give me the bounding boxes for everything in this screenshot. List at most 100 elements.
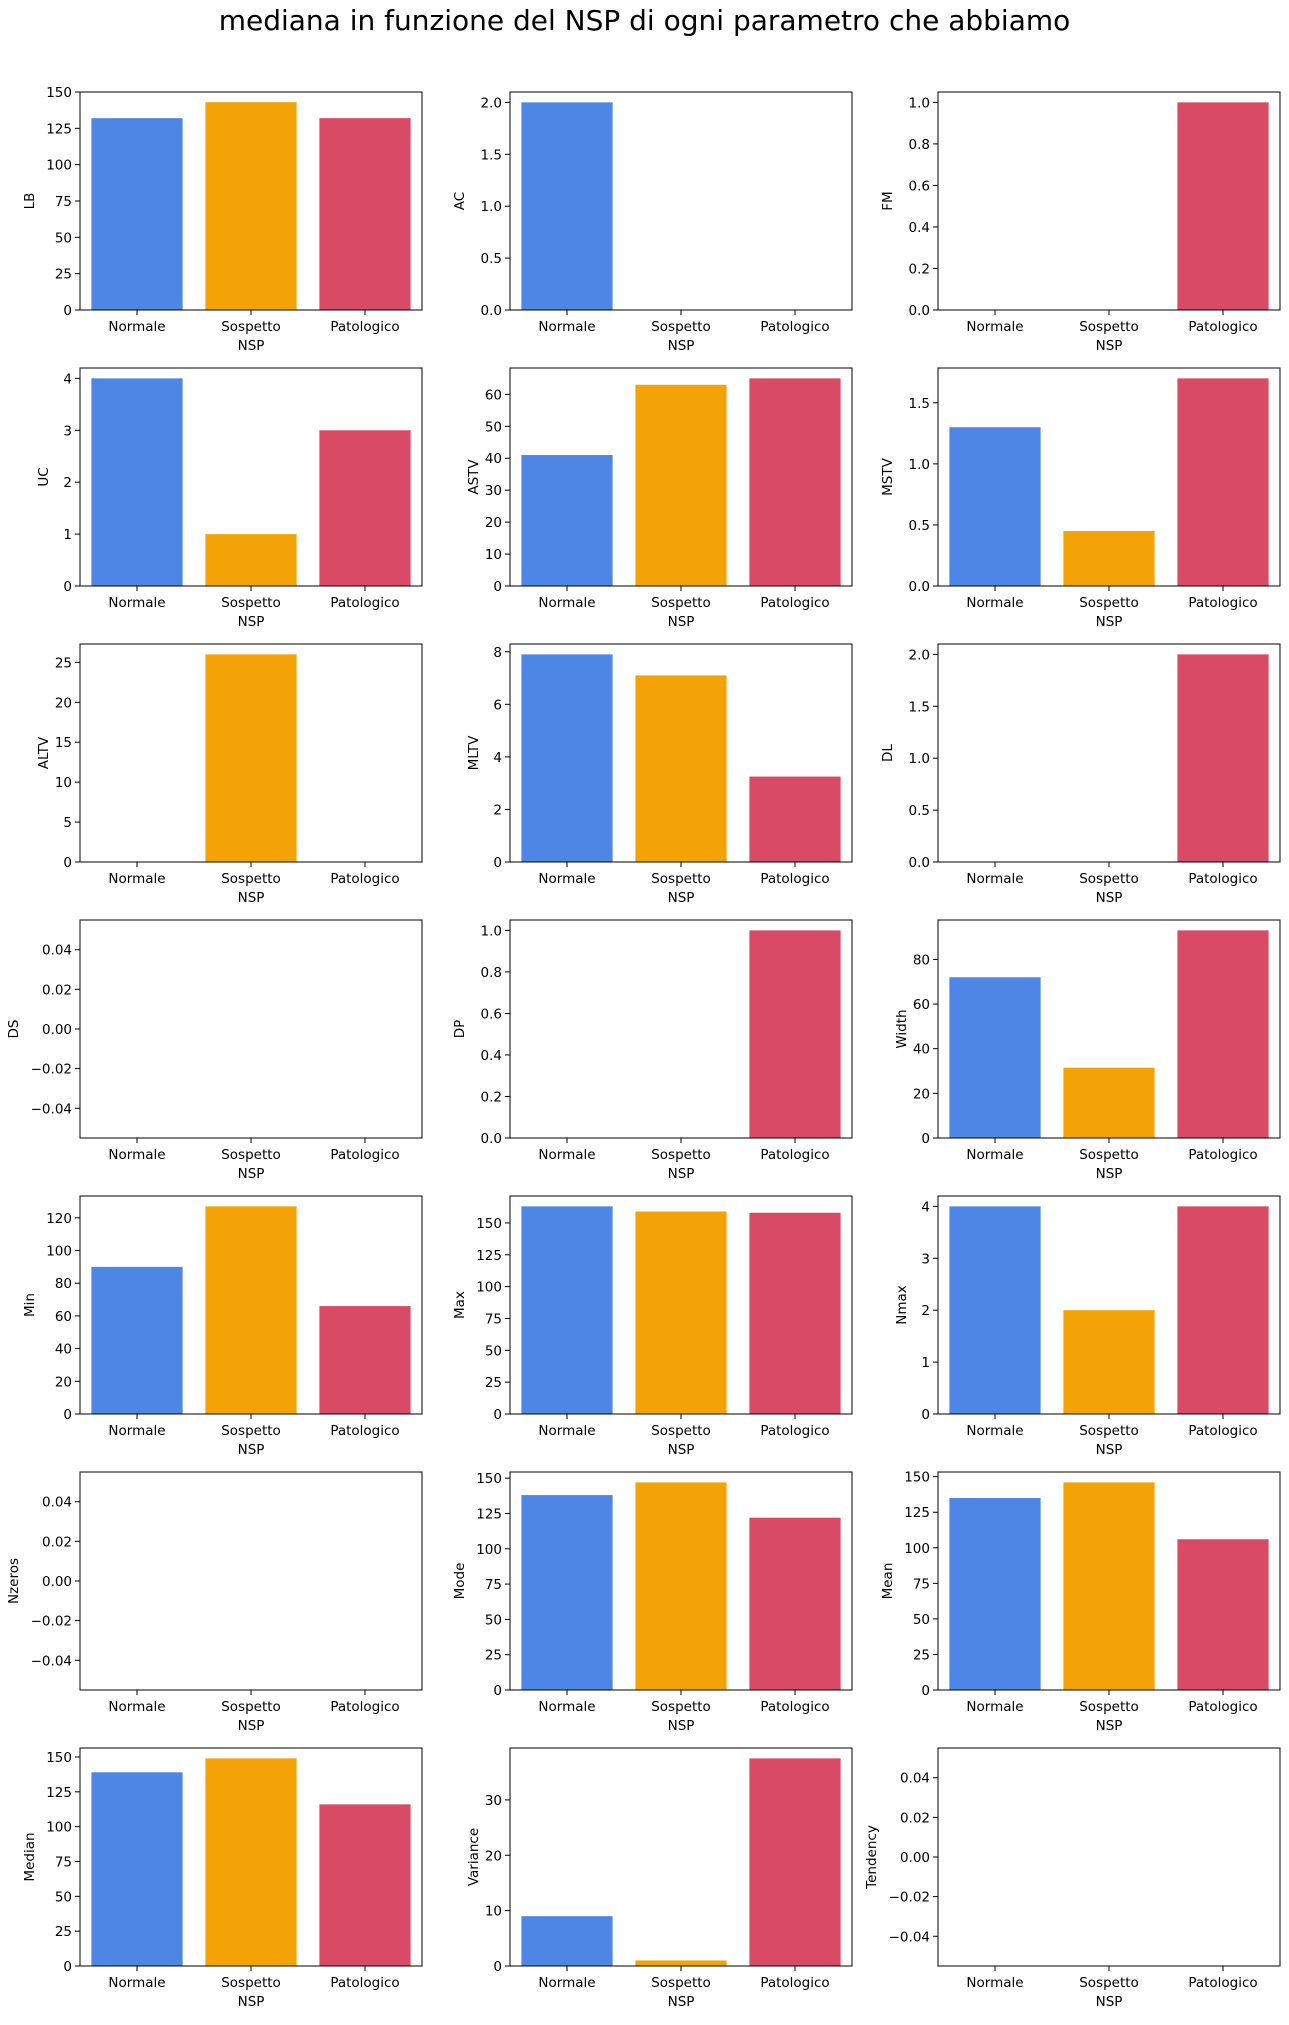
ytick-label: 0.0 [909, 855, 930, 871]
ytick-label: 5 [63, 815, 72, 831]
ytick-label: −0.02 [31, 1062, 72, 1078]
ytick-label: −0.02 [31, 1614, 72, 1630]
ytick-label: 125 [904, 1505, 930, 1521]
subplot-max: 0 25 50 75 100 125 150 Normale Sospetto Patologic… [452, 1195, 853, 1458]
x-axis-label: NSP [1096, 1718, 1123, 1734]
xtick-label: Sospetto [651, 1147, 711, 1163]
ytick-label: 1.5 [481, 147, 502, 163]
xtick-label: Patologico [1188, 871, 1257, 887]
bar-nmax-patologico [1177, 1206, 1269, 1414]
bar-lb-normale [91, 118, 183, 310]
ytick-label: 125 [476, 1248, 502, 1264]
subplot-nzeros: −0.04 −0.02 0.00 0.02 0.04 Normale Sospetto Pat… [6, 1471, 423, 1734]
figure-title: mediana in funzione del NSP di ogni para… [218, 4, 1071, 37]
y-axis-label: DL [880, 744, 896, 762]
ytick-label: 1.0 [909, 95, 930, 111]
x-axis-label: NSP [238, 1994, 265, 2010]
ytick-label: 0 [63, 579, 72, 595]
ytick-label: 100 [46, 1244, 72, 1260]
ytick-label: 75 [55, 194, 72, 210]
xtick-label: Sospetto [1079, 1975, 1139, 1991]
ytick-label: 0 [63, 855, 72, 871]
xtick-label: Patologico [330, 1423, 399, 1439]
xtick-label: Patologico [330, 319, 399, 335]
bar-dl-patologico [1177, 654, 1269, 862]
ytick-label: 0.0 [909, 579, 930, 595]
axes-frame [79, 919, 423, 1139]
bar-lb-patologico [319, 118, 411, 310]
y-axis-label: Width [894, 1009, 910, 1048]
ytick-label: 1.5 [909, 699, 930, 715]
subplot-uc: 0 1 2 3 4 Normale Sospetto Patologico NSP UC [36, 367, 423, 630]
bar-min-patologico [319, 1306, 411, 1414]
y-axis-label: Min [22, 1293, 38, 1317]
ytick-label: 0.04 [900, 1771, 930, 1787]
bar-dp-patologico [749, 930, 841, 1138]
ytick-label: 8 [493, 645, 502, 661]
bar-mstv-patologico [1177, 378, 1269, 586]
subplot-ac: 0.0 0.5 1.0 1.5 2.0 Normale Sospetto Patologico… [452, 91, 853, 354]
ytick-label: 0.02 [42, 982, 72, 998]
ytick-label: 150 [904, 1470, 930, 1486]
xtick-label: Patologico [330, 871, 399, 887]
xtick-label: Patologico [760, 1423, 829, 1439]
xtick-label: Sospetto [1079, 1699, 1139, 1715]
xtick-label: Normale [966, 1975, 1023, 1991]
ytick-label: 25 [55, 267, 72, 283]
bar-mltv-sospetto [635, 675, 727, 862]
xtick-label: Normale [108, 595, 165, 611]
xtick-label: Sospetto [1079, 595, 1139, 611]
ytick-label: 1 [921, 1355, 930, 1371]
bar-mean-sospetto [1063, 1482, 1155, 1690]
bar-astv-normale [521, 455, 613, 586]
bar-mode-normale [521, 1495, 613, 1690]
ytick-label: 0.8 [909, 137, 930, 153]
ytick-label: 1.0 [909, 457, 930, 473]
x-axis-label: NSP [668, 1442, 695, 1458]
ytick-label: 50 [485, 1343, 502, 1359]
x-axis-label: NSP [238, 1718, 265, 1734]
y-axis-label: MSTV [880, 457, 896, 495]
xtick-label: Normale [538, 1147, 595, 1163]
subplot-dp: 0.0 0.2 0.4 0.6 0.8 1.0 Normale Sospetto Patolog… [452, 919, 853, 1182]
xtick-label: Normale [538, 1423, 595, 1439]
xtick-label: Normale [108, 319, 165, 335]
ytick-label: 30 [485, 483, 502, 499]
xtick-label: Normale [966, 1147, 1023, 1163]
x-axis-label: NSP [668, 1718, 695, 1734]
subplot-mean: 0 25 50 75 100 125 150 Normale Sospetto Patologic… [880, 1470, 1281, 1734]
xtick-label: Normale [538, 595, 595, 611]
y-axis-label: Tendency [864, 1825, 880, 1890]
xtick-label: Patologico [760, 319, 829, 335]
ytick-label: 0.5 [909, 518, 930, 534]
x-axis-label: NSP [1096, 614, 1123, 630]
bar-altv-sospetto [205, 654, 297, 862]
ytick-label: 0 [63, 1959, 72, 1975]
ytick-label: 0.00 [900, 1850, 930, 1866]
bar-mstv-sospetto [1063, 531, 1155, 586]
bar-mstv-normale [949, 427, 1041, 586]
ytick-label: 0 [493, 1407, 502, 1423]
ytick-label: 0.5 [481, 251, 502, 267]
subplot-altv: 0 5 10 15 20 25 Normale Sospetto Patologico NSP AL… [36, 643, 423, 906]
ytick-label: 0 [493, 1959, 502, 1975]
ytick-label: 150 [46, 1750, 72, 1766]
xtick-label: Sospetto [221, 1699, 281, 1715]
ytick-label: 2 [921, 1303, 930, 1319]
xtick-label: Patologico [330, 595, 399, 611]
ytick-label: 150 [476, 1216, 502, 1232]
subplot-mstv: 0.0 0.5 1.0 1.5 Normale Sospetto Patologico NSP… [880, 367, 1281, 630]
subplot-min: 0 20 40 60 80 100 120 Normale Sospetto Patologico… [22, 1195, 423, 1458]
bar-median-patologico [319, 1804, 411, 1966]
bar-variance-normale [521, 1916, 613, 1966]
bar-mltv-patologico [749, 776, 841, 862]
ytick-label: 0 [493, 855, 502, 871]
ytick-label: 0 [921, 1407, 930, 1423]
xtick-label: Patologico [1188, 595, 1257, 611]
ytick-label: 10 [485, 1904, 502, 1920]
x-axis-label: NSP [238, 1442, 265, 1458]
subplot-nmax: 0 1 2 3 4 Normale Sospetto Patologico NSP Nmax [894, 1195, 1281, 1458]
y-axis-label: FM [880, 191, 896, 210]
xtick-label: Patologico [330, 1699, 399, 1715]
ytick-label: 0 [493, 1683, 502, 1699]
